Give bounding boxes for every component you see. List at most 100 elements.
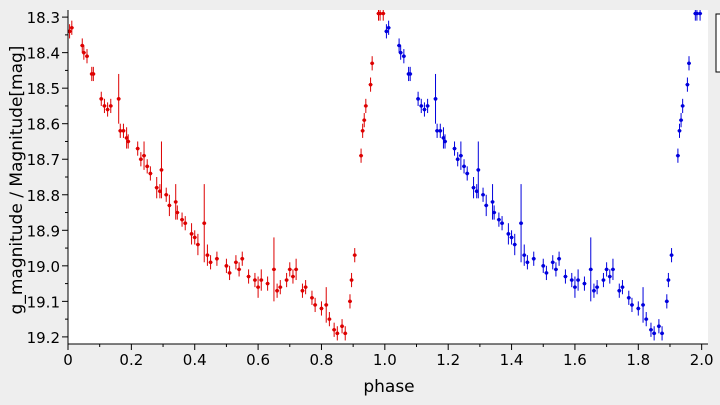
data-point <box>167 203 172 208</box>
data-point <box>192 235 197 240</box>
data-point <box>327 317 332 321</box>
data-point <box>208 260 213 265</box>
data-point <box>332 327 336 332</box>
x-tick-label: 0.4 <box>183 351 207 369</box>
x-tick-label: 1.0 <box>373 351 397 369</box>
data-point <box>398 50 403 55</box>
data-point <box>381 11 386 16</box>
y-tick-label: 19.2 <box>27 329 60 347</box>
data-point <box>611 267 615 272</box>
data-point <box>476 168 481 172</box>
data-point <box>180 217 184 222</box>
data-point <box>419 104 424 108</box>
data-point <box>474 189 479 194</box>
data-point <box>154 185 159 190</box>
x-tick-label: 0 <box>63 351 73 369</box>
data-point <box>425 104 430 108</box>
data-point <box>175 210 180 215</box>
data-point <box>506 232 511 236</box>
y-tick-label: 18.8 <box>27 187 60 205</box>
data-point <box>544 271 549 275</box>
data-point <box>82 50 86 55</box>
data-point <box>105 107 110 112</box>
data-point <box>569 278 574 282</box>
data-point <box>300 288 305 293</box>
data-point <box>116 97 121 101</box>
data-point <box>490 200 495 204</box>
data-point <box>422 107 427 112</box>
data-point <box>67 29 72 34</box>
data-point <box>402 54 406 58</box>
y-tick-label: 18.6 <box>27 116 60 134</box>
data-point <box>652 331 656 336</box>
data-point <box>158 189 162 194</box>
x-tick-label: 1.2 <box>436 351 460 369</box>
data-point <box>441 136 446 140</box>
data-point <box>386 25 391 30</box>
data-point <box>256 285 260 289</box>
data-point <box>531 256 536 261</box>
data-point <box>416 97 420 101</box>
data-point <box>687 61 691 66</box>
data-point <box>465 171 470 176</box>
y-tick-label: 18.9 <box>27 222 60 240</box>
y-tick-label: 18.3 <box>27 9 60 27</box>
data-point <box>189 232 194 236</box>
data-point <box>303 285 308 289</box>
data-point <box>644 317 649 321</box>
y-axis-label: g_magnitude / Magnitude[mag] <box>7 46 27 315</box>
data-point <box>620 285 625 289</box>
data-point <box>348 299 352 304</box>
data-point <box>291 274 295 279</box>
data-point <box>573 285 577 289</box>
data-point <box>340 324 344 329</box>
y-tick-label: 18.5 <box>27 80 60 98</box>
data-point <box>492 210 496 215</box>
data-point <box>497 217 501 222</box>
data-point <box>313 303 317 307</box>
data-point <box>607 274 612 279</box>
data-point <box>352 253 357 257</box>
data-point <box>588 267 593 272</box>
data-point <box>126 139 130 144</box>
data-point <box>471 185 476 190</box>
data-point <box>145 164 150 169</box>
data-point <box>481 192 485 197</box>
series-1 <box>384 10 703 341</box>
data-point <box>349 278 354 282</box>
data-point <box>253 278 257 282</box>
data-point <box>265 281 270 286</box>
data-point <box>685 82 690 87</box>
data-point <box>343 331 348 336</box>
data-point <box>433 97 438 101</box>
data-point <box>679 118 683 122</box>
data-point <box>519 221 523 225</box>
series-0 <box>67 10 386 341</box>
data-point <box>148 171 153 176</box>
data-point <box>484 203 489 208</box>
data-point <box>139 157 143 162</box>
data-point <box>224 264 229 268</box>
data-point <box>227 271 232 275</box>
data-marks <box>67 10 703 341</box>
data-point <box>509 235 514 240</box>
data-point <box>582 281 587 286</box>
data-point <box>159 168 164 172</box>
plot-area <box>68 10 708 344</box>
x-tick-label: 0.2 <box>119 351 143 369</box>
data-point <box>368 82 373 87</box>
data-point <box>525 260 530 265</box>
data-point <box>284 278 289 282</box>
data-point <box>595 285 599 289</box>
data-point <box>541 264 546 268</box>
data-point <box>142 153 146 158</box>
data-point <box>215 256 219 261</box>
data-point <box>378 11 382 16</box>
data-point <box>636 306 641 311</box>
data-point <box>452 146 457 151</box>
data-point <box>550 260 555 265</box>
x-tick-label: 1.6 <box>563 351 587 369</box>
data-point <box>99 97 104 101</box>
